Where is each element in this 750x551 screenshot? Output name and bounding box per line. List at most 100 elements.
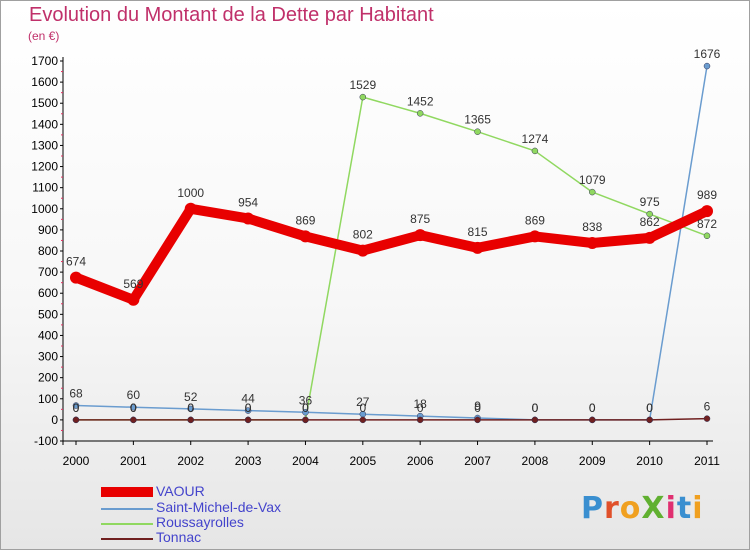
data-label-saint-michel-de-vax: 18 (414, 397, 428, 411)
data-label-tonnac: 0 (245, 401, 252, 415)
data-point-roussayrolles (589, 188, 596, 196)
data-label-tonnac: 0 (646, 401, 653, 415)
x-tick-label: 2006 (407, 454, 434, 468)
data-label-tonnac: 0 (532, 401, 539, 415)
data-label-vaour: 875 (410, 212, 430, 226)
data-point-roussayrolles (531, 147, 539, 155)
y-tick-label: 700 (38, 265, 58, 279)
chart-subtitle: (en €) (28, 29, 60, 43)
data-label-saint-michel-de-vax: 36 (299, 393, 313, 407)
data-point-tonnac (302, 416, 309, 424)
data-point-tonnac (646, 416, 653, 424)
x-tick-label: 2001 (120, 454, 147, 468)
chart-title: Evolution du Montant de la Dette par Hab… (29, 4, 434, 26)
x-tick-label: 2002 (177, 454, 204, 468)
y-tick-label: 100 (38, 392, 58, 406)
y-tick-label: 200 (38, 371, 58, 385)
x-tick-label: 2003 (235, 454, 262, 468)
data-label-tonnac: 0 (302, 401, 309, 415)
data-label-tonnac: 0 (73, 401, 80, 415)
y-tick-label: 0 (51, 413, 58, 427)
data-point-vaour (586, 236, 599, 249)
data-label-vaour: 815 (468, 225, 488, 239)
data-point-tonnac (244, 416, 252, 424)
legend-label-vaour: VAOUR (156, 483, 205, 499)
y-tick-label: 1200 (31, 160, 58, 174)
data-label-saint-michel-de-vax: 44 (241, 392, 255, 406)
data-point-saint-michel-de-vax (72, 402, 80, 409)
y-tick-label: 400 (38, 328, 58, 342)
data-label-roussayrolles: 0 (130, 401, 137, 415)
y-tick-label: 1300 (31, 138, 58, 152)
data-label-vaour: 838 (582, 220, 602, 234)
legend-swatch-tonnac (101, 538, 153, 540)
data-point-vaour (70, 271, 82, 284)
legend-label-tonnac: Tonnac (156, 529, 202, 545)
proxiti-logo: ProXiti (581, 491, 704, 526)
data-point-tonnac (474, 416, 481, 424)
x-tick-label: 2010 (636, 454, 663, 468)
axes-group: -100010020030040050060070080090010001100… (31, 54, 720, 468)
data-label-roussayrolles: 1274 (522, 132, 549, 146)
logo-letter: i (692, 491, 704, 526)
logo-letter: i (665, 491, 677, 526)
series-line-roussayrolles (75, 96, 708, 421)
x-tick-label: 2009 (579, 454, 606, 468)
data-point-vaour (701, 205, 713, 218)
data-point-saint-michel-de-vax (302, 409, 309, 416)
series-line-vaour (71, 203, 712, 305)
data-label-saint-michel-de-vax: 0 (589, 401, 596, 415)
data-point-saint-michel-de-vax (187, 405, 194, 413)
x-tick-label: 2007 (464, 454, 491, 468)
data-point-roussayrolles (474, 128, 481, 135)
data-label-saint-michel-de-vax: 1676 (694, 47, 721, 61)
data-point-tonnac (359, 416, 367, 424)
data-point-roussayrolles (646, 210, 653, 218)
data-label-vaour: 869 (525, 213, 545, 227)
y-tick-label: 800 (38, 244, 58, 258)
y-tick-label: 600 (38, 286, 58, 300)
data-point-vaour (471, 241, 484, 254)
data-label-roussayrolles: 0 (245, 401, 252, 415)
data-point-tonnac (589, 416, 596, 424)
data-point-tonnac (416, 416, 424, 424)
data-point-vaour (356, 244, 369, 257)
data-label-vaour: 869 (295, 213, 315, 227)
x-tick-label: 2005 (349, 454, 376, 468)
data-label-saint-michel-de-vax: 27 (356, 395, 370, 409)
data-label-roussayrolles: 1529 (349, 78, 376, 92)
y-tick-label: 1100 (32, 181, 58, 195)
data-point-roussayrolles (416, 110, 424, 117)
data-label-tonnac: 0 (187, 401, 194, 415)
data-label-roussayrolles: 1365 (464, 113, 491, 127)
data-label-roussayrolles: 0 (302, 401, 309, 415)
y-tick-label: 900 (38, 223, 58, 237)
data-point-vaour (184, 202, 197, 215)
data-point-vaour (242, 212, 255, 225)
y-tick-label: 1700 (31, 54, 58, 68)
data-label-saint-michel-de-vax: 0 (532, 401, 539, 415)
data-point-vaour (127, 293, 140, 306)
data-label-saint-michel-de-vax: 52 (184, 390, 198, 404)
data-label-saint-michel-de-vax: 9 (474, 399, 481, 413)
data-label-roussayrolles: 1079 (579, 173, 606, 187)
y-tick-label: 1400 (31, 117, 58, 131)
logo-letter: r (604, 491, 620, 526)
data-point-saint-michel-de-vax (703, 62, 711, 70)
legend-item-tonnac: Tonnac (101, 529, 321, 545)
logo-letter: P (581, 491, 604, 526)
legend-label-saint-michel-de-vax: Saint-Michel-de-Vax (156, 499, 282, 515)
logo-letter: o (619, 491, 642, 526)
y-tick-label: 1500 (31, 96, 58, 110)
x-tick-label: 2004 (292, 454, 319, 468)
series-line-tonnac (75, 417, 708, 421)
data-label-vaour: 569 (123, 277, 143, 291)
data-point-tonnac (187, 416, 194, 424)
data-label-vaour: 1000 (177, 186, 204, 200)
data-label-tonnac: 0 (417, 401, 424, 415)
y-tick-label: 1600 (31, 75, 58, 89)
logo-letter: X (641, 491, 666, 526)
data-point-roussayrolles (359, 93, 367, 101)
